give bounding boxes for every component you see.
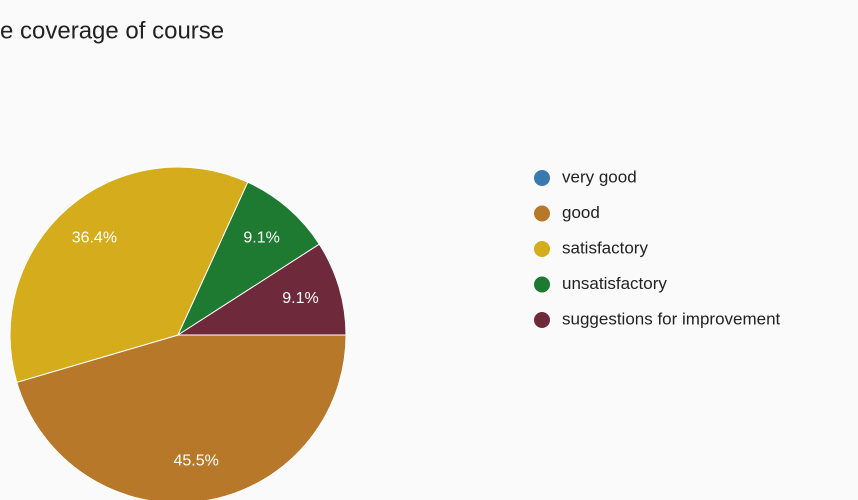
- legend-text: suggestions for improvement: [562, 309, 781, 328]
- legend-marker: [534, 170, 550, 186]
- slice-label: 45.5%: [173, 453, 218, 470]
- slice-label: 36.4%: [72, 230, 117, 247]
- legend-text: unsatisfactory: [562, 274, 667, 293]
- pie-slice: [176, 243, 347, 336]
- legend-text: very good: [562, 167, 637, 186]
- legend-marker: [534, 276, 550, 293]
- legend-text: satisfactory: [562, 238, 648, 257]
- pie-slice: [16, 334, 347, 500]
- legend-text: good: [562, 203, 600, 222]
- legend-marker: [534, 312, 550, 328]
- chart-title: e coverage of course: [0, 17, 224, 44]
- slice-label: 9.1%: [282, 290, 318, 307]
- pie-slice: [9, 166, 249, 383]
- legend-marker: [534, 205, 550, 222]
- pie-slice: [176, 181, 321, 337]
- legend-marker: [534, 241, 550, 257]
- slice-label: 9.1%: [243, 230, 279, 247]
